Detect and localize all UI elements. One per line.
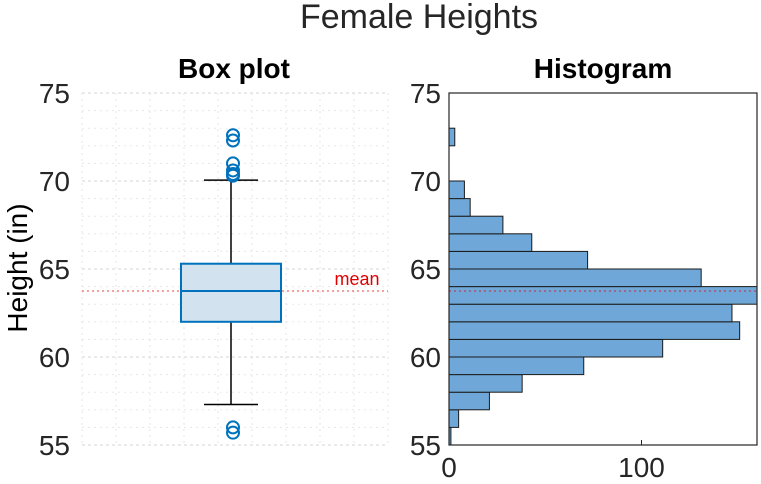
x-tick-label: 100	[618, 452, 665, 483]
y-tick-label: 70	[410, 166, 441, 197]
histogram-bar	[448, 374, 523, 393]
histogram-title: Histogram	[534, 53, 672, 84]
y-tick-label: 70	[39, 166, 70, 197]
axes-frame	[448, 92, 758, 446]
histogram-bar	[448, 303, 733, 323]
histogram-bar	[448, 250, 589, 270]
histogram-bar	[448, 321, 741, 340]
boxplot-y-ticks: 55 60 65 70 75	[39, 78, 70, 461]
boxplot-marks	[82, 128, 388, 440]
histogram-panel: Histogram 55 60 65 70 75 0 100	[410, 53, 758, 483]
histogram-bar	[448, 409, 460, 428]
histogram-bar	[448, 215, 504, 235]
x-tick-label: 0	[441, 452, 457, 483]
outlier-point	[226, 128, 240, 143]
y-tick-label: 55	[39, 430, 70, 461]
boxplot-y-axis-label: Height (in)	[2, 203, 33, 332]
histogram-bar	[448, 198, 471, 217]
box	[180, 262, 282, 323]
outlier-point	[226, 168, 240, 183]
histogram-bar	[448, 180, 465, 200]
y-tick-label: 65	[39, 254, 70, 285]
histogram-bar	[448, 338, 664, 358]
y-tick-label: 60	[39, 342, 70, 373]
outlier-point	[226, 425, 240, 440]
boxplot-title: Box plot	[178, 53, 290, 84]
figure-title: Female Heights	[300, 0, 538, 36]
histogram-bar	[448, 268, 702, 288]
histogram-x-ticks: 0 100	[441, 440, 665, 483]
y-tick-label: 60	[410, 342, 441, 373]
histogram-bar	[448, 356, 585, 376]
histogram-y-ticks: 55 60 65 70 75	[410, 78, 454, 461]
histogram-bar	[448, 127, 456, 147]
outlier-point	[226, 420, 240, 435]
y-tick-label: 65	[410, 254, 441, 285]
boxplot-panel: Box plot Height (in) 55 60 65 70 75 mean	[2, 53, 389, 461]
y-tick-label: 75	[410, 78, 441, 109]
histogram-frame	[448, 92, 758, 446]
histogram-bars	[448, 127, 758, 446]
histogram-bar	[448, 391, 490, 411]
histogram-bar	[448, 233, 533, 252]
outlier-point	[226, 133, 240, 148]
y-tick-label: 75	[39, 78, 70, 109]
y-tick-label: 55	[410, 430, 441, 461]
histogram-bar	[448, 286, 758, 305]
mean-label: mean	[334, 269, 379, 289]
